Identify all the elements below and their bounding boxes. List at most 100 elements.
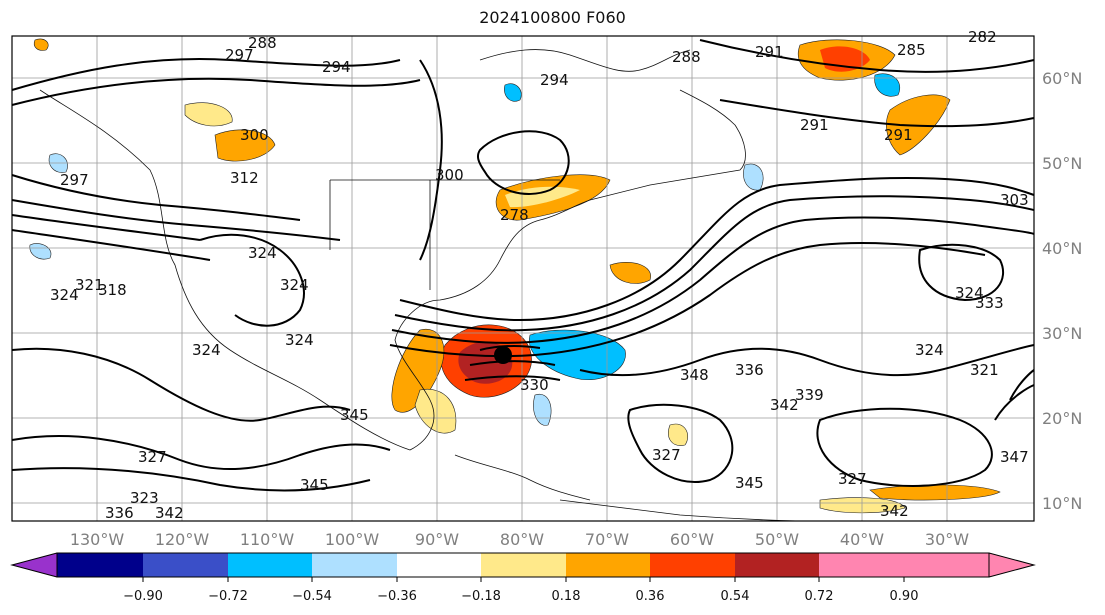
- colorbar-tick-label: 0.18: [552, 589, 581, 604]
- contour-label: 291: [884, 126, 913, 144]
- colorbar-segment: [312, 553, 397, 577]
- contour-label: 288: [672, 48, 701, 66]
- colorbar-tick-label: −0.36: [377, 589, 417, 604]
- longitude-axis: 130°W 120°W 110°W 100°W 90°W 80°W 70°W 6…: [70, 530, 969, 549]
- colorbar-segment: [57, 553, 143, 577]
- colorbar-tick-label: −0.72: [208, 589, 248, 604]
- lat-label: 40°N: [1042, 239, 1082, 258]
- contour-label: 291: [755, 43, 784, 61]
- contour-label: 339: [795, 386, 824, 404]
- contour-label: 318: [98, 281, 127, 299]
- colorbar-segment: [481, 553, 566, 577]
- contour-label: 297: [60, 171, 89, 189]
- contour-label: 342: [770, 396, 799, 414]
- chart-title: 2024100800 F060: [479, 8, 626, 27]
- contour-label: 336: [735, 361, 764, 379]
- lat-label: 30°N: [1042, 324, 1082, 343]
- colorbar-tick-label: −0.90: [123, 589, 163, 604]
- contour-label: 321: [970, 361, 999, 379]
- contour-label: 345: [300, 476, 329, 494]
- lon-label: 90°W: [415, 530, 459, 549]
- contour-label: 333: [975, 294, 1004, 312]
- coastlines: [39, 49, 801, 522]
- contour-label: 330: [520, 376, 549, 394]
- lon-label: 40°W: [840, 530, 884, 549]
- omega-blob: [533, 393, 552, 426]
- contour-label: 291: [800, 116, 829, 134]
- contour-label: 297: [225, 46, 254, 64]
- lat-label: 60°N: [1042, 69, 1082, 88]
- colorbar-segment: [397, 553, 481, 577]
- omega-blob: [33, 38, 49, 51]
- lon-label: 80°W: [500, 530, 544, 549]
- omega-blob: [414, 388, 457, 434]
- colorbar-segment: [650, 553, 735, 577]
- contour-label: 323: [130, 489, 159, 507]
- colorbar-right-extension: [989, 553, 1034, 577]
- omega-blob: [214, 129, 276, 162]
- contour-label: 324: [285, 331, 314, 349]
- omega-blob: [184, 102, 233, 127]
- contour-label: 321: [75, 276, 104, 294]
- lon-label: 110°W: [240, 530, 295, 549]
- graticule: [12, 36, 1034, 521]
- contour-label: 324: [915, 341, 944, 359]
- map-frame: [11, 35, 1035, 522]
- contour-label: 288: [248, 34, 277, 52]
- lon-label: 60°W: [670, 530, 714, 549]
- contour-label: 324: [955, 284, 984, 302]
- contour-label: 336: [105, 504, 134, 522]
- contour-label: 324: [192, 341, 221, 359]
- contour-label: 282: [968, 28, 997, 46]
- contour-label: 348: [680, 366, 709, 384]
- colorbar-segment: [735, 553, 819, 577]
- lat-label: 10°N: [1042, 494, 1082, 513]
- colorbar-tick-label: 0.72: [805, 589, 834, 604]
- lon-label: 120°W: [155, 530, 210, 549]
- omega-blob: [819, 497, 906, 514]
- contour-label: 327: [838, 470, 867, 488]
- lat-label: 50°N: [1042, 154, 1082, 173]
- contour-label: 294: [540, 71, 569, 89]
- colorbar-tick-label: 0.54: [721, 589, 750, 604]
- omega-blob: [874, 73, 900, 97]
- omega-blob: [668, 423, 689, 446]
- colorbar-tick-label: −0.54: [292, 589, 332, 604]
- lon-label: 130°W: [70, 530, 125, 549]
- contour-label: 342: [155, 504, 184, 522]
- colorbar-left-extension: [12, 553, 57, 577]
- contour-label: 324: [280, 276, 309, 294]
- lon-label: 70°W: [585, 530, 629, 549]
- colorbar-segment: [143, 553, 228, 577]
- contour-label: 312: [230, 169, 259, 187]
- contour-label: 294: [322, 58, 351, 76]
- contour-label: 345: [735, 474, 764, 492]
- colorbar-segment: [228, 553, 312, 577]
- contour-label-layer: 288 297 294 288 294 291 285 282 300 291 …: [50, 28, 1029, 522]
- storm-center-marker: [494, 346, 512, 364]
- omega-blob: [504, 83, 522, 102]
- contour-label: 285: [897, 41, 926, 59]
- contour-label: 300: [240, 126, 269, 144]
- colorbar-segment: [819, 553, 904, 577]
- colorbar-segment: [904, 553, 989, 577]
- contour-label: 327: [138, 448, 167, 466]
- contour-label: 303: [1000, 191, 1029, 209]
- lon-label: 30°W: [925, 530, 969, 549]
- omega-blob: [609, 261, 651, 284]
- colorbar: −0.90 −0.72 −0.54 −0.36 −0.18 0.18 0.36 …: [10, 552, 1036, 604]
- lon-label: 100°W: [325, 530, 380, 549]
- colorbar-tick-label: −0.18: [461, 589, 501, 604]
- lat-label: 20°N: [1042, 409, 1082, 428]
- omega-blob: [505, 186, 580, 208]
- contour-label: 300: [435, 166, 464, 184]
- colorbar-tick-label: 0.90: [890, 589, 919, 604]
- colorbar-tick-label: 0.36: [636, 589, 665, 604]
- height-contours: [11, 39, 1035, 492]
- contour-label: 324: [50, 286, 79, 304]
- colorbar-outline: [56, 552, 990, 578]
- latitude-axis: 60°N 50°N 40°N 30°N 20°N 10°N: [1042, 69, 1082, 513]
- colorbar-segment: [566, 553, 650, 577]
- contour-label: 342: [880, 502, 909, 520]
